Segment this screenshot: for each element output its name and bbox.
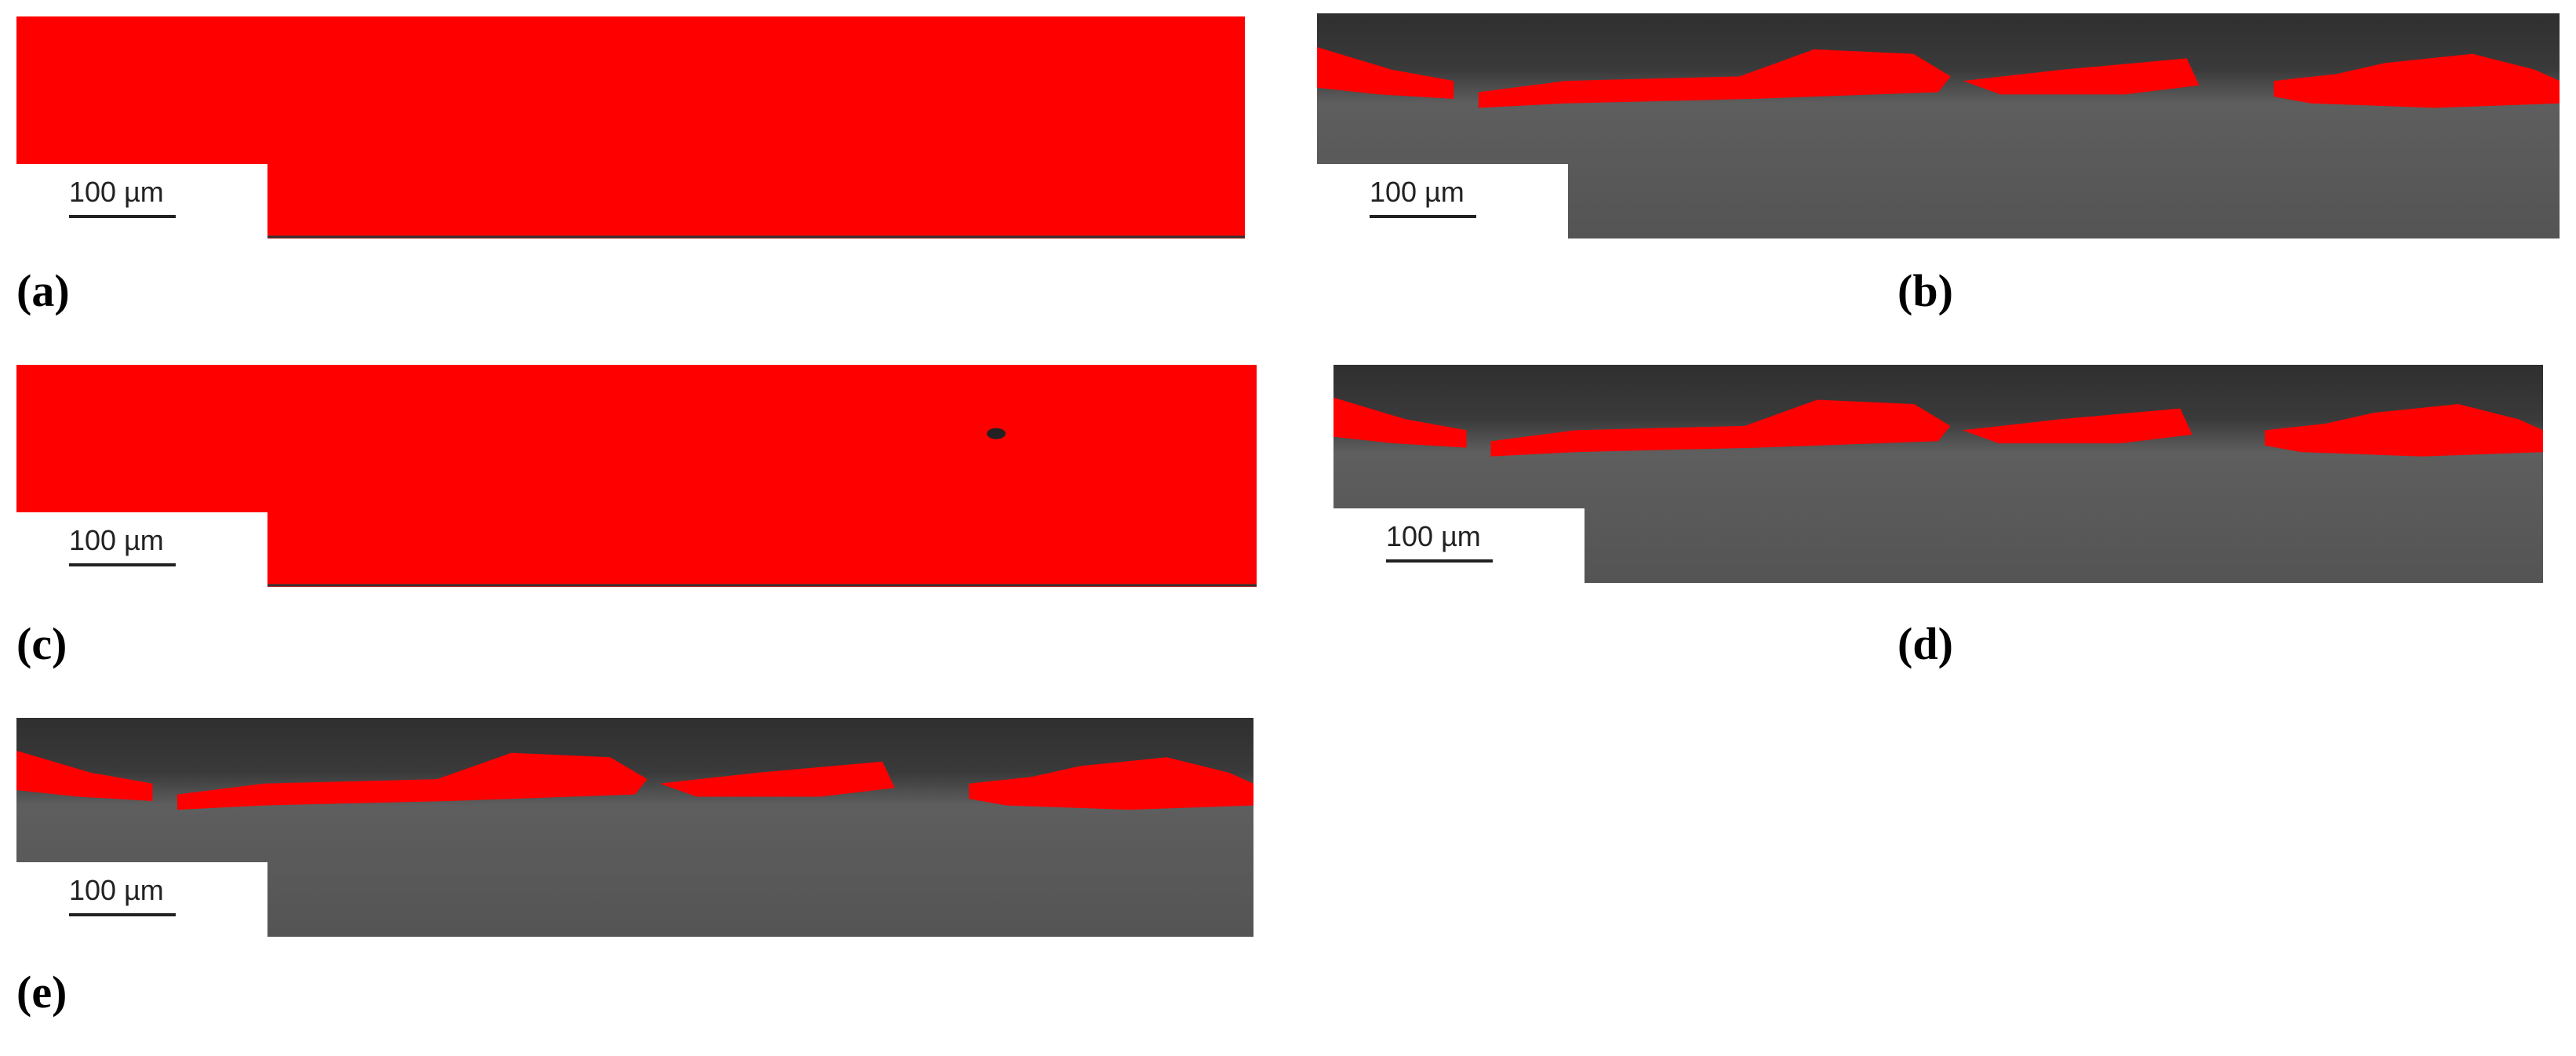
scale-bar-text: 100 µm <box>1370 176 1464 208</box>
phase-region <box>1963 58 2199 95</box>
phase-region <box>1317 47 1454 100</box>
phase-region <box>1962 408 2192 444</box>
scale-bar-box <box>1333 508 1585 583</box>
panel: 100 µm (b) <box>1317 13 2560 316</box>
panel: 100 µm (c) <box>16 365 1257 669</box>
phase-region <box>177 752 648 810</box>
scale-bar-text: 100 µm <box>69 524 164 556</box>
phase-region <box>16 750 153 802</box>
scale-bar-text: 100 µm <box>69 176 164 208</box>
panel-label: (d) <box>1897 618 1953 669</box>
phase-region <box>1478 49 1951 108</box>
scale-bar-box <box>16 164 267 239</box>
panel-label: (b) <box>1897 265 1953 316</box>
panel: 100 µm (a) <box>16 16 1245 316</box>
scale-bar-box <box>1317 164 1568 239</box>
pore <box>986 428 1006 439</box>
scale-bar-box <box>16 512 267 587</box>
phase-region <box>2273 53 2560 108</box>
phase-region <box>660 761 895 797</box>
panel-label: (e) <box>16 967 67 1018</box>
phase-region <box>1490 399 1951 457</box>
scale-bar-box <box>16 862 267 937</box>
panel: 100 µm (d) <box>1333 365 2543 669</box>
panel-label: (c) <box>16 618 67 669</box>
scale-bar-text: 100 µm <box>1386 520 1481 552</box>
phase-region <box>2265 404 2543 457</box>
phase-region <box>969 757 1253 810</box>
scale-bar-text: 100 µm <box>69 874 164 906</box>
phase-region <box>1333 397 1467 448</box>
panel-label: (a) <box>16 265 70 316</box>
panel: 100 µm (e) <box>16 718 1253 1018</box>
